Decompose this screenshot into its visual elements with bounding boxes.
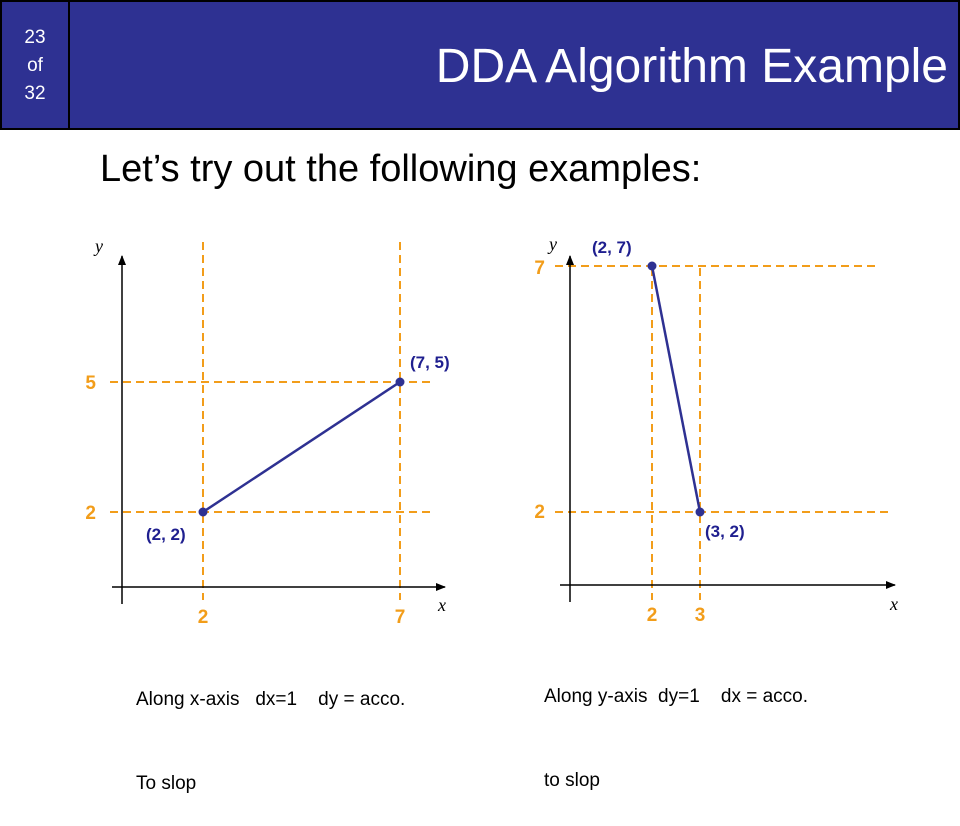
slide-header: 23 of 32 DDA Algorithm Example bbox=[0, 0, 960, 130]
end-point bbox=[695, 507, 705, 517]
y-tick-label: 5 bbox=[85, 373, 96, 394]
caption-line: Along y-axis dy=1 dx = acco. bbox=[544, 686, 809, 707]
start-point-label: (2, 2) bbox=[146, 525, 186, 544]
start-point-label: (2, 7) bbox=[592, 238, 632, 257]
diagram-left: y x 2 7 5 2 (2, 2) (7, 5) bbox=[85, 236, 449, 628]
y-axis-label: y bbox=[93, 236, 103, 256]
caption-line: To slop bbox=[136, 773, 197, 794]
slide-counter: 23 of 32 bbox=[2, 2, 70, 128]
slide-subtitle: Let’s try out the following examples: bbox=[100, 148, 702, 190]
slide-of: of bbox=[27, 55, 43, 76]
start-point bbox=[198, 507, 208, 517]
y-tick-label: 2 bbox=[534, 502, 545, 523]
start-point bbox=[647, 261, 657, 271]
y-tick-label: 2 bbox=[85, 503, 96, 524]
caption-line: Along x-axis dx=1 dy = acco. bbox=[136, 689, 406, 710]
caption-line: to slop bbox=[544, 770, 600, 791]
dda-line bbox=[202, 380, 401, 514]
caption-right: Along y-axis dy=1 dx = acco. to slop bbox=[544, 627, 808, 823]
x-axis-label: x bbox=[889, 594, 898, 614]
slide-total: 32 bbox=[24, 83, 46, 104]
x-tick-label: 3 bbox=[695, 605, 706, 626]
end-point bbox=[395, 377, 405, 387]
end-point-label: (7, 5) bbox=[410, 353, 450, 372]
y-axis-label: y bbox=[547, 234, 557, 254]
slide-title: DDA Algorithm Example bbox=[435, 40, 948, 93]
diagrams-canvas: y x 2 7 5 2 (2, 2) (7, 5) y x 2 3 7 2 (2… bbox=[85, 234, 898, 628]
caption-left: Along x-axis dx=1 dy = acco. To slop bbox=[136, 630, 405, 826]
dda-line bbox=[650, 265, 702, 513]
x-tick-label: 2 bbox=[198, 607, 209, 628]
x-axis-label: x bbox=[437, 595, 446, 615]
x-tick-label: 2 bbox=[647, 605, 658, 626]
diagram-right: y x 2 3 7 2 (2, 7) (3, 2) bbox=[534, 234, 898, 626]
end-point-label: (3, 2) bbox=[705, 522, 745, 541]
y-tick-label: 7 bbox=[534, 258, 545, 279]
x-tick-label: 7 bbox=[395, 607, 406, 628]
slide-number: 23 bbox=[24, 27, 46, 48]
